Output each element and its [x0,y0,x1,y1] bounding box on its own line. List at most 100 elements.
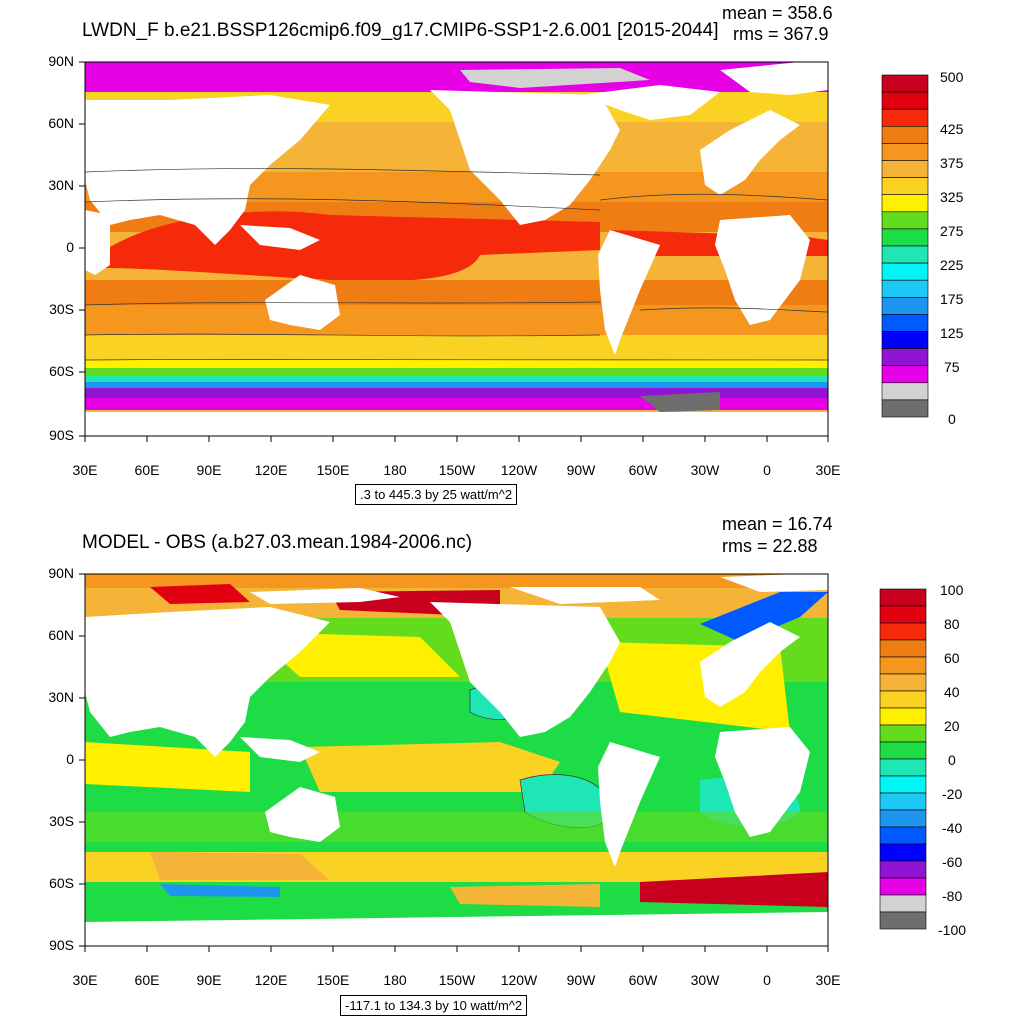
land-mask [85,62,828,436]
bottom-lon-60e: 60E [134,972,160,988]
colorbar-swatch [881,245,929,264]
colorbar-swatch [879,707,927,726]
arctic-band [85,62,828,92]
colorbar-swatch [881,143,929,161]
colorbar-swatch [881,314,929,332]
colorbar-swatch [879,724,927,743]
bottom-lon-180: 180 [383,972,407,988]
bottom-lat-60s: 60S [49,875,74,891]
top-lat-90s: 90S [49,427,74,443]
colorbar-swatch [879,843,927,862]
bottom-cb-label-60: 60 [944,650,960,666]
colorbar-swatch [879,588,927,607]
bottom-cb-label-neg60: -60 [942,854,963,870]
top-lon-90w: 90W [566,462,596,478]
top-lat-30n: 30N [48,177,74,193]
top-cb-label-225: 225 [940,257,964,273]
bottom-rms-stat: rms = 22.88 [722,536,818,556]
bottom-cb-label-20: 20 [944,718,960,734]
colorbar-swatch [881,348,929,367]
colorbar-swatch [879,792,927,811]
top-lat-60s: 60S [49,363,74,379]
colorbar-swatch [881,382,929,401]
top-cb-label-275: 275 [940,223,964,239]
colorbar-swatch [881,74,929,93]
top-cb-label-125: 125 [940,325,964,341]
top-plot-title: LWDN_F b.e21.BSSP126cmip6.f09_g17.CMIP6-… [82,20,719,41]
top-lon-120w: 120W [500,462,538,478]
top-lon-30w: 30W [690,462,720,478]
bottom-lat-90n: 90N [48,565,74,581]
colorbar-swatch [881,331,929,349]
bottom-cb-label-neg80: -80 [942,888,963,904]
antarctic-warm-band [640,872,828,907]
colorbar-swatch [879,673,927,692]
top-cb-label-375: 375 [940,155,964,171]
top-cb-label-175: 175 [940,291,964,307]
top-lat-0: 0 [66,239,74,255]
colorbar-swatch [881,365,929,384]
colorbar-swatch [881,91,929,110]
bottom-lat-0: 0 [66,751,74,767]
top-map-plot [79,61,829,442]
colorbar-swatch [879,656,927,675]
colorbar-swatch [881,160,929,178]
top-lon-60w: 60W [628,462,658,478]
colorbar-swatch [879,894,927,913]
top-colorbar [881,74,929,418]
bottom-colorbar [879,588,927,930]
bottom-cb-label-neg100: -100 [938,922,967,938]
colorbar-swatch [881,125,929,144]
bottom-map-plot [79,573,829,952]
colorbar-swatch [881,211,929,230]
top-lat-60n: 60N [48,115,74,131]
colorbar-swatch [879,826,927,845]
colorbar-swatch [879,622,927,641]
bottom-cb-label-40: 40 [944,684,960,700]
colorbar-swatch [879,809,927,828]
colorbar-swatch [881,108,929,127]
top-mean-stat: mean = 358.6 [722,3,833,23]
colorbar-swatch [881,399,929,418]
bottom-lon-90e: 90E [196,972,222,988]
top-rms-stat: rms = 367.9 [733,24,829,44]
colorbar-swatch [879,877,927,896]
bottom-lon-120w: 120W [500,972,538,988]
colorbar-swatch [881,297,929,315]
top-lon-30e: 30E [72,462,98,478]
bottom-lon-0: 0 [763,972,771,988]
bottom-lon-30e-right: 30E [815,972,841,988]
top-cb-label-0: 0 [948,411,956,427]
bottom-lat-30n: 30N [48,689,74,705]
top-panel: LWDN_F b.e21.BSSP126cmip6.f09_g17.CMIP6-… [48,3,964,505]
bottom-mean-stat: mean = 16.74 [722,514,833,534]
colorbar-swatch [879,911,927,930]
bottom-lon-150e: 150E [316,972,350,988]
colorbar-swatch [881,279,929,298]
top-lat-30s: 30S [49,301,74,317]
bottom-cb-label-100: 100 [940,582,964,598]
bottom-lat-30s: 30S [49,813,74,829]
bottom-lon-60w: 60W [628,972,658,988]
colorbar-swatch [879,775,927,794]
top-lon-150w: 150W [438,462,476,478]
colorbar-swatch [881,177,929,195]
bottom-lon-30e: 30E [72,972,98,988]
bottom-cb-label-neg20: -20 [942,786,963,802]
bottom-lat-90s: 90S [49,937,74,953]
land-mask-bottom [85,574,828,946]
bottom-lat-60n: 60N [48,627,74,643]
top-lon-0: 0 [763,462,771,478]
top-lon-60e: 60E [134,462,160,478]
bottom-cb-label-0: 0 [948,752,956,768]
bottom-lon-120e: 120E [254,972,288,988]
top-lon-90e: 90E [196,462,222,478]
bottom-plot-title: MODEL - OBS (a.b27.03.mean.1984-2006.nc) [82,532,473,553]
colorbar-swatch [879,860,927,879]
colorbar-swatch [879,605,927,624]
colorbar-swatch [879,690,927,709]
top-info-box: .3 to 445.3 by 25 watt/m^2 [355,484,518,505]
bottom-panel: MODEL - OBS (a.b27.03.mean.1984-2006.nc)… [0,512,1024,1024]
top-cb-label-500: 500 [940,69,964,85]
top-cb-label-75: 75 [944,359,960,375]
